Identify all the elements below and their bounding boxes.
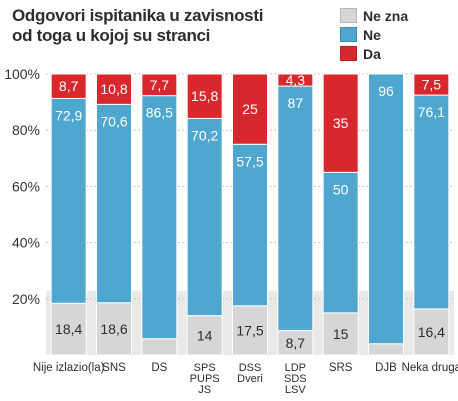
data-label: 8,7: [286, 335, 306, 351]
data-label: 35: [333, 115, 349, 131]
data-label: 15: [333, 326, 349, 342]
data-label: 70,2: [191, 127, 218, 143]
bar-segment: [322, 312, 359, 356]
legend-label-ne: Ne: [363, 26, 381, 43]
bar-segment: [277, 73, 314, 87]
x-category-label: LDP: [285, 362, 306, 374]
bar-segment: [277, 85, 314, 332]
legend-swatch-ne-zna: [340, 8, 357, 23]
bar-segment: [322, 73, 359, 173]
data-label: 17,5: [236, 322, 263, 338]
bar-segment: [141, 95, 178, 340]
data-label: 15,8: [191, 88, 218, 104]
data-label: 18,4: [55, 321, 82, 337]
bar-segment: [141, 73, 178, 97]
bar-segment: [186, 315, 223, 356]
data-label: 10,8: [100, 81, 127, 97]
x-category-label: JS: [198, 384, 211, 396]
bar-segment: [50, 73, 87, 99]
data-label: 7,5: [422, 77, 442, 93]
x-category-label: DS: [151, 362, 167, 374]
bar-segment: [322, 171, 359, 314]
x-category-label: Dveri: [237, 373, 263, 385]
legend-item-ne: Ne: [340, 25, 408, 44]
data-label: 86,5: [146, 105, 173, 121]
y-tick-label: 80%: [12, 122, 40, 138]
x-category-label: SRS: [329, 362, 353, 374]
y-tick-label: 20%: [12, 291, 40, 307]
bar-segment: [50, 97, 87, 304]
bar-segment: [232, 73, 268, 145]
legend-label-da: Da: [363, 45, 381, 62]
x-category-label: Neka druga: [402, 362, 458, 374]
data-label: 72,9: [55, 107, 82, 123]
bar-segment: [368, 343, 404, 356]
data-label: 57,5: [236, 153, 263, 169]
data-label: 14: [197, 327, 213, 343]
y-tick-label: 60%: [12, 178, 40, 194]
x-category-label: DJB: [375, 362, 397, 374]
data-label: 7,7: [150, 77, 170, 93]
bar-segment: [186, 73, 223, 119]
bar-segment: [413, 94, 450, 310]
x-category-label: SDS: [284, 373, 307, 385]
data-label: 96: [378, 83, 394, 99]
x-category-label: PUPS: [190, 373, 220, 385]
bar-segment: [96, 103, 132, 304]
legend: Ne zna Ne Da: [340, 6, 408, 63]
bar-segment: [186, 117, 223, 317]
chart-title-line-1: Odgovori ispitanika u zavisnosti: [12, 6, 264, 25]
chart-title-line-2: od toga u kojoj su stranci: [12, 26, 211, 45]
x-category-label: SPS: [194, 362, 216, 374]
x-category-label: SNS: [102, 362, 126, 374]
x-category-label: DSS: [239, 362, 262, 374]
legend-swatch-da: [340, 46, 357, 61]
data-label: 16,4: [418, 324, 445, 340]
data-label: 8,7: [59, 78, 79, 94]
data-label: 76,1: [418, 104, 445, 120]
data-label: 25: [242, 101, 258, 117]
bar-segment: [413, 73, 450, 96]
x-category-label: Nije izlazio(la): [33, 362, 105, 374]
bar-segment: [368, 73, 404, 345]
data-label: 87: [288, 95, 304, 111]
y-tick-label: 40%: [12, 235, 40, 251]
x-category-label: LSV: [285, 384, 306, 396]
y-tick-label: 100%: [4, 66, 40, 82]
data-label: 50: [333, 181, 349, 197]
chart-title: Odgovori ispitanika u zavisnosti od toga…: [12, 6, 312, 46]
bar-segment: [141, 338, 178, 356]
data-label: 18,6: [100, 321, 127, 337]
legend-label-ne-zna: Ne zna: [363, 7, 409, 24]
bar-segment: [96, 73, 132, 105]
data-label: 70,6: [100, 113, 127, 129]
legend-swatch-ne: [340, 27, 357, 42]
legend-item-ne-zna: Ne zna: [340, 6, 408, 25]
bar-segment: [50, 302, 87, 356]
bar-segment: [232, 143, 268, 307]
bar-segment: [413, 308, 450, 356]
legend-item-da: Da: [340, 44, 408, 63]
data-label: 4,3: [286, 72, 306, 88]
